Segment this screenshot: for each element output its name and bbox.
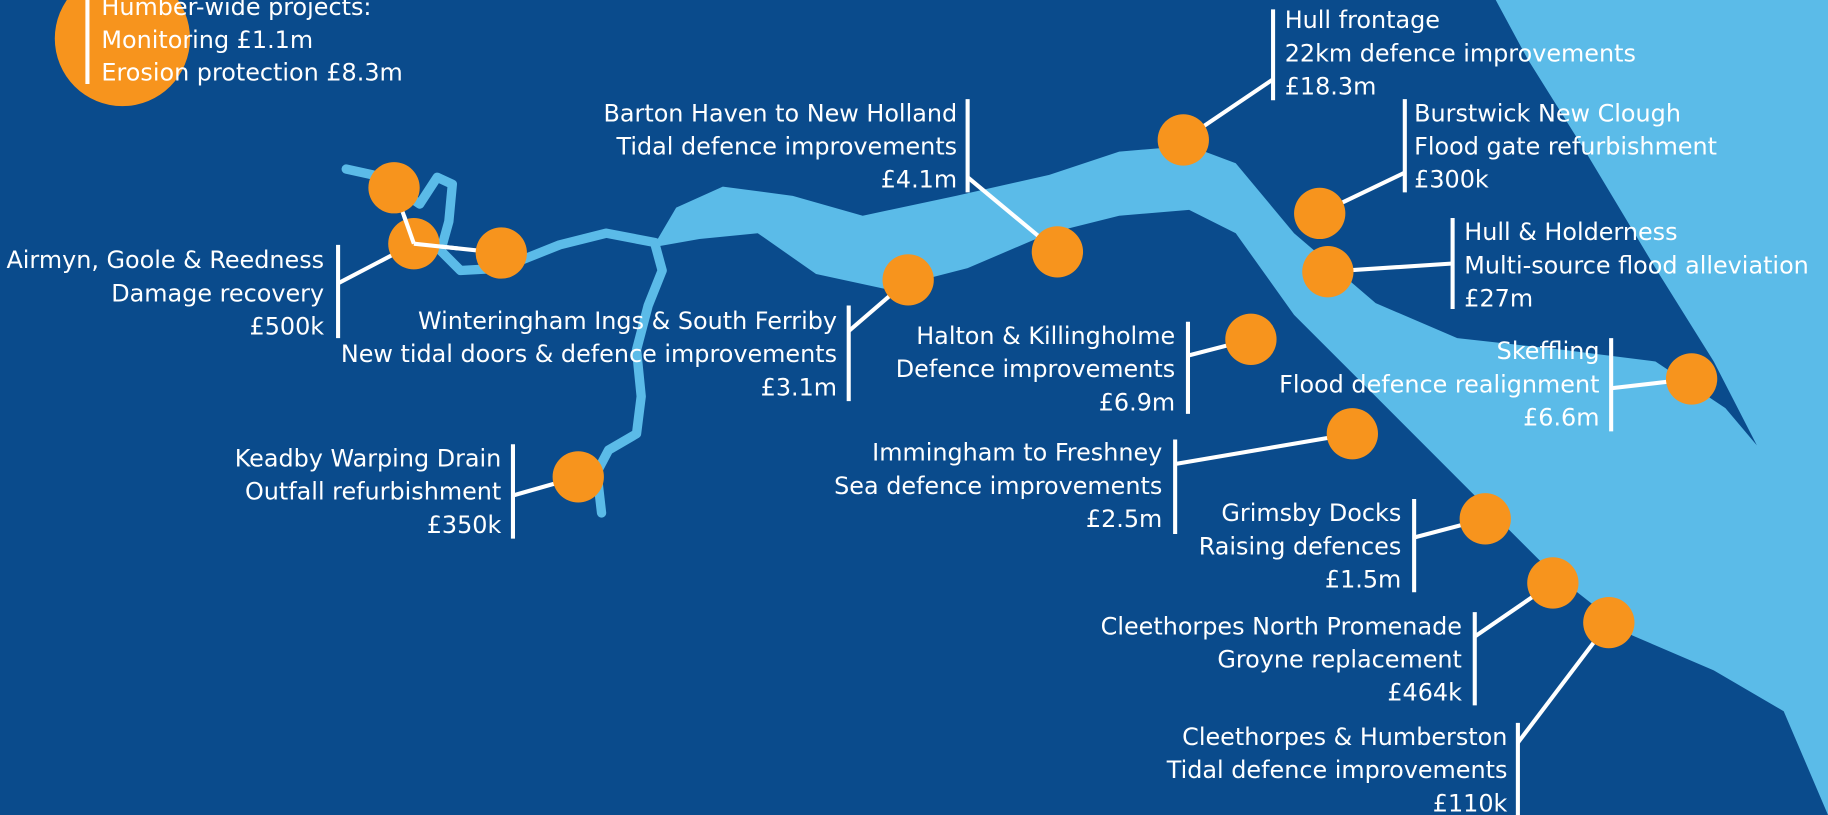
project-description: Sea defence improvements (834, 472, 1162, 500)
project-amount: £18.3m (1285, 72, 1377, 100)
project-amount: £1.5m (1325, 566, 1401, 594)
project-description: Defence improvements (896, 355, 1175, 383)
project-amount: £6.6m (1523, 404, 1599, 432)
project-name: Hull & Holderness (1464, 218, 1677, 246)
project-description: Tidal defence improvements (616, 133, 958, 161)
project-description: Damage recovery (111, 279, 324, 307)
humber-wide-title: Humber-wide projects: (101, 0, 371, 21)
project-description: New tidal doors & defence improvements (341, 340, 837, 368)
project-marker (1583, 596, 1635, 649)
project-name: Halton & Killingholme (916, 322, 1175, 350)
project-amount: £464k (1387, 679, 1462, 707)
project-name: Airmyn, Goole & Reedness (6, 246, 324, 274)
project-marker (1225, 313, 1277, 365)
project-amount: £27m (1464, 285, 1533, 313)
project-marker (882, 254, 934, 306)
humber-wide-line: Monitoring £1.1m (101, 26, 313, 54)
project-name: Cleethorpes North Promenade (1101, 612, 1462, 640)
humber-wide-line: Erosion protection £8.3m (101, 58, 402, 86)
project-amount: £500k (250, 313, 325, 341)
project-description: Flood gate refurbishment (1414, 133, 1717, 161)
connector (1174, 431, 1353, 467)
project-marker (552, 451, 604, 503)
project-amount: £2.5m (1086, 505, 1162, 533)
project-name: Cleethorpes & Humberston (1182, 723, 1507, 751)
project-name: Keadby Warping Drain (235, 444, 502, 472)
project-marker (1157, 114, 1209, 166)
project-description: Outfall refurbishment (245, 478, 501, 506)
project-name: Hull frontage (1285, 6, 1440, 34)
project-marker (1459, 493, 1511, 545)
connector (413, 241, 458, 251)
project-amount: £110k (1433, 789, 1508, 815)
project-name: Winteringham Ings & South Ferriby (418, 307, 837, 335)
project-marker (475, 227, 527, 279)
project-description: 22km defence improvements (1285, 39, 1636, 67)
project-name: Skeffling (1497, 337, 1600, 365)
project-description: Groyne replacement (1217, 645, 1462, 673)
project-marker (1665, 353, 1718, 405)
project-name: Grimsby Docks (1221, 499, 1401, 527)
project-marker (1527, 557, 1579, 609)
project-description: Tidal defence improvements (1166, 756, 1508, 784)
project-amount: £300k (1414, 166, 1489, 194)
project-description: Flood defence realignment (1279, 370, 1599, 398)
project-description: Raising defences (1199, 532, 1402, 560)
estuary (652, 0, 1828, 815)
project-name: Immingham to Freshney (872, 439, 1162, 467)
project-marker (1294, 187, 1346, 240)
project-marker (1326, 408, 1378, 460)
project-name: Burstwick New Clough (1414, 99, 1681, 127)
connector (402, 215, 416, 245)
project-name: Barton Haven to New Holland (604, 99, 958, 127)
project-marker (1302, 246, 1354, 298)
project-marker (368, 162, 420, 214)
project-marker (1031, 226, 1084, 278)
project-amount: £350k (427, 511, 502, 539)
project-description: Multi-source flood alleviation (1464, 251, 1809, 279)
project-amount: £4.1m (881, 166, 957, 194)
project-amount: £3.1m (761, 373, 837, 401)
project-amount: £6.9m (1099, 388, 1175, 416)
